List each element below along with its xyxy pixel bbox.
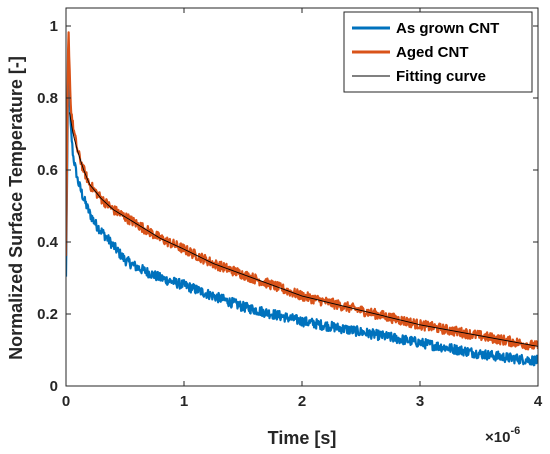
- legend: As grown CNT Aged CNT Fitting curve: [343, 11, 533, 93]
- y-tick-label: 0: [50, 378, 58, 395]
- y-tick-label: 0.6: [37, 162, 58, 179]
- x-axis-label: Time [s]: [268, 428, 337, 448]
- x-tick-label: 2: [298, 393, 306, 410]
- y-tick-label: 0.4: [37, 234, 59, 251]
- x-tick-label: 4: [534, 393, 543, 410]
- legend-box: [343, 11, 533, 93]
- x-axis-exponent-base: ×10: [485, 429, 510, 446]
- x-axis-exponent-power: -6: [510, 425, 520, 437]
- y-tick-label: 0.2: [37, 306, 58, 323]
- series-line-0: [66, 66, 538, 367]
- y-axis-label: Normalized Surface Temperature [-]: [6, 56, 26, 360]
- axes: 0 1 2 3 4 0 0.2 0.4 0.6 0.8 1: [37, 7, 543, 410]
- x-tick-label: 1: [180, 393, 188, 410]
- x-tick-label: 3: [416, 393, 424, 410]
- legend-label: Fitting curve: [396, 68, 486, 85]
- plot-area: [66, 31, 538, 367]
- y-tick-label: 1: [50, 18, 58, 35]
- x-tick-label: 0: [62, 393, 70, 410]
- legend-label: As grown CNT: [396, 20, 499, 37]
- x-axis-exponent: ×10-6: [485, 425, 520, 446]
- y-tick-label: 0.8: [37, 90, 58, 107]
- series-line-2: [69, 112, 538, 347]
- legend-label: Aged CNT: [396, 44, 469, 61]
